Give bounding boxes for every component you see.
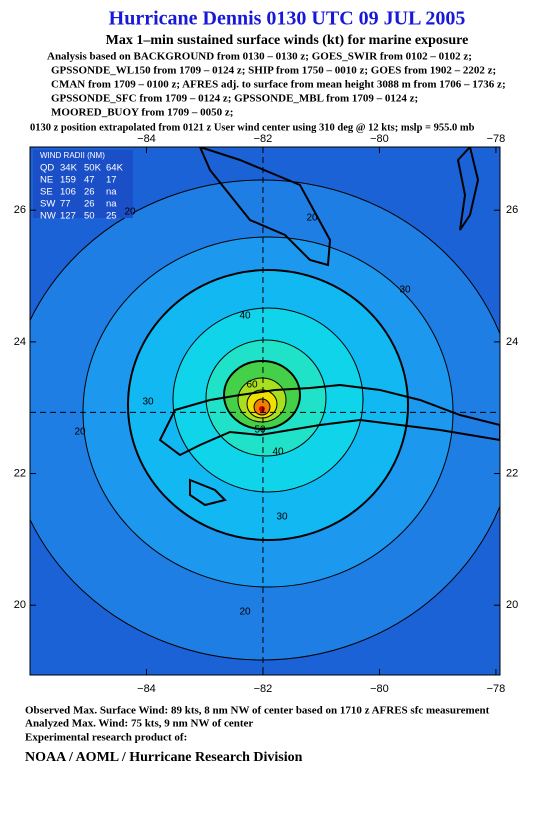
- contour-label: 20: [239, 607, 251, 618]
- footer-line: Observed Max. Surface Wind: 89 kts, 8 nm…: [25, 705, 490, 717]
- lat-label: 24: [506, 336, 518, 348]
- table-cell: 26: [84, 199, 95, 210]
- position-note: 0130 z position extrapolated from 0121 z…: [30, 122, 475, 133]
- lon-label: −80: [370, 683, 389, 695]
- lat-label: 26: [14, 204, 26, 216]
- table-title: WIND RADII (NM): [40, 151, 105, 160]
- lat-label: 22: [14, 467, 26, 479]
- lat-label: 20: [506, 599, 518, 611]
- table-header: 34K: [60, 163, 78, 174]
- title: Hurricane Dennis 0130 UTC 09 JUL 2005: [109, 8, 466, 30]
- lat-label: 26: [506, 204, 518, 216]
- lat-label: 20: [14, 599, 26, 611]
- table-cell: na: [106, 187, 117, 198]
- contour-label: 40: [272, 447, 284, 458]
- contour-label: 20: [306, 213, 318, 224]
- table-cell: 25: [106, 211, 117, 222]
- analysis-line: Analysis based on BACKGROUND from 0130 –…: [47, 51, 472, 63]
- lon-label: −82: [254, 133, 273, 145]
- island-coast: [189, 478, 227, 507]
- subtitle: Max 1–min sustained surface winds (kt) f…: [106, 33, 469, 48]
- contour-label: 20: [74, 427, 86, 438]
- table-cell: NE: [40, 175, 53, 186]
- wind-radii-table: WIND RADII (NM) QD 34K 50K 64K NE 159 47 17 SE 106…: [33, 150, 133, 222]
- lon-label: −84: [137, 683, 156, 695]
- lon-label: −84: [137, 133, 156, 145]
- wind-field: [30, 147, 500, 675]
- footer-line: Analyzed Max. Wind: 75 kts, 9 nm NW of c…: [25, 718, 253, 730]
- contour-label: 30: [399, 285, 411, 296]
- contour-label: 50: [254, 425, 266, 436]
- contour-label: 60: [246, 380, 258, 391]
- table-cell: 127: [60, 211, 76, 222]
- florida-coast: [198, 147, 332, 267]
- table-bg: [33, 150, 133, 218]
- table-cell: SW: [40, 199, 55, 210]
- table-cell: 47: [84, 175, 95, 186]
- band: [259, 406, 265, 412]
- table-header: 64K: [106, 163, 124, 174]
- contour-label: 20: [124, 207, 136, 218]
- analysis-line: MOORED_BUOY from 1709 – 0050 z;: [51, 107, 233, 119]
- bahamas-coast: [456, 147, 480, 231]
- contour-label: 40: [239, 311, 251, 322]
- lon-label: −78: [487, 133, 506, 145]
- table-cell: SE: [40, 187, 53, 198]
- lon-label: −78: [487, 683, 506, 695]
- lat-label: 24: [14, 336, 26, 348]
- footer-org: NOAA / AOML / Hurricane Research Divisio…: [25, 750, 303, 765]
- contour-label: 30: [276, 512, 288, 523]
- table-header: 50K: [84, 163, 102, 174]
- table-header: QD: [40, 163, 54, 174]
- table-cell: 50: [84, 211, 95, 222]
- analysis-line: GPSSONDE_WL150 from 1709 – 0124 z; SHIP …: [51, 65, 496, 77]
- footer-line: Experimental research product of:: [25, 732, 187, 744]
- table-cell: 17: [106, 175, 117, 186]
- analysis-line: GPSSONDE_SFC from 1709 – 0124 z; GPSSOND…: [51, 93, 418, 105]
- map-frame: [29, 146, 501, 676]
- contour-label: 30: [142, 397, 154, 408]
- table-cell: 26: [84, 187, 95, 198]
- lon-label: −82: [254, 683, 273, 695]
- table-cell: 159: [60, 175, 76, 186]
- table-cell: 77: [60, 199, 71, 210]
- table-cell: NW: [40, 211, 56, 222]
- lon-label: −80: [370, 133, 389, 145]
- table-cell: 106: [60, 187, 76, 198]
- cuba-coast: [158, 383, 500, 457]
- table-cell: na: [106, 199, 117, 210]
- analysis-line: CMAN from 1709 – 0100 z; AFRES adj. to s…: [51, 79, 506, 91]
- lat-label: 22: [506, 467, 518, 479]
